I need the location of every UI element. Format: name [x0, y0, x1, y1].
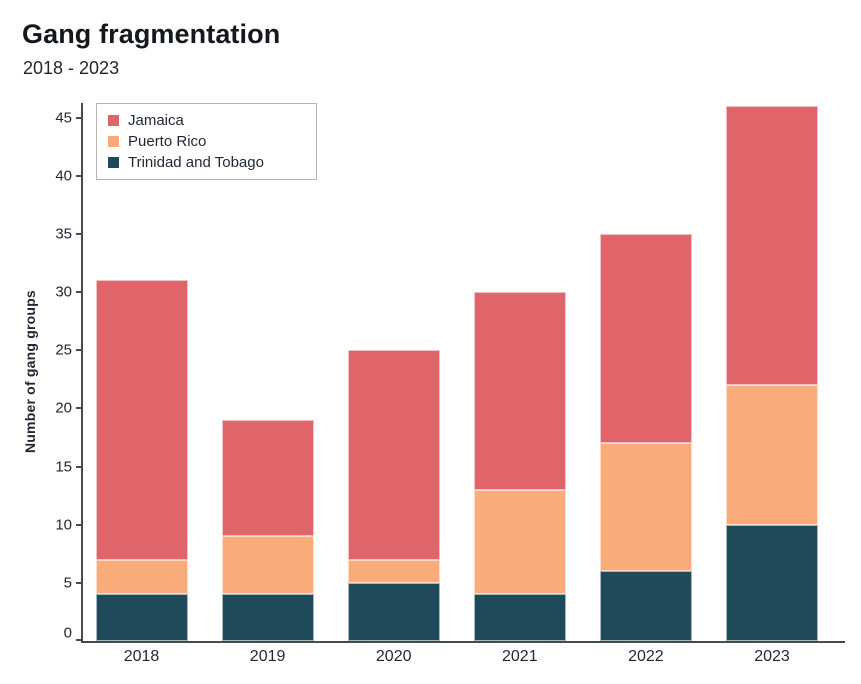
- bar-group-2018: [95, 103, 188, 641]
- bar-2019-jamaica: [221, 420, 314, 537]
- x-axis-label-2023: 2023: [754, 648, 790, 665]
- bar-2020-jamaica: [347, 350, 440, 560]
- x-axis-label-2022: 2022: [628, 648, 664, 665]
- legend-swatch-puerto-rico: [108, 136, 119, 147]
- x-axis-label-2020: 2020: [375, 648, 412, 665]
- y-tick-label-45: 45: [55, 109, 72, 127]
- y-tick-mark-0: [76, 639, 81, 641]
- y-tick-label-5: 5: [63, 574, 72, 592]
- bar-2023-puerto-rico: [726, 385, 818, 525]
- bar-2018-jamaica: [95, 280, 188, 560]
- bar-2023-jamaica: [726, 105, 818, 386]
- y-tick-mark-25: [76, 349, 81, 352]
- legend-swatch-trinidad-and-tobago: [108, 157, 119, 168]
- chart-title: Gang fragmentation: [22, 19, 281, 49]
- bar-2022-jamaica: [599, 233, 692, 444]
- y-tick-label-35: 35: [55, 225, 72, 243]
- bar-2018-trinidad-and-tobago: [95, 594, 188, 641]
- bar-2019-puerto-rico: [221, 536, 314, 595]
- bar-2018-puerto-rico: [95, 559, 188, 595]
- y-tick-mark-45: [76, 116, 81, 119]
- bar-2021-puerto-rico: [473, 489, 566, 595]
- legend-label-trinidad-and-tobago: Trinidad and Tobago: [128, 154, 264, 171]
- y-tick-label-40: 40: [55, 167, 72, 185]
- y-tick-label-10: 10: [55, 516, 72, 534]
- y-axis-title: Number of gang groups: [22, 290, 38, 454]
- y-tick-mark-30: [76, 291, 81, 294]
- chart-subtitle: 2018 - 2023: [23, 58, 120, 78]
- x-axis-line: [81, 641, 845, 643]
- y-tick-mark-10: [76, 523, 81, 526]
- legend-swatch-jamaica: [108, 115, 119, 126]
- y-tick-mark-35: [76, 232, 81, 235]
- y-tick-label-15: 15: [55, 458, 72, 475]
- y-tick-mark-5: [76, 581, 81, 584]
- bar-2021-jamaica: [473, 292, 566, 490]
- bar-group-2019: [221, 103, 314, 641]
- bar-group-2020: [347, 103, 440, 641]
- legend-item-jamaica: Jamaica: [108, 111, 306, 130]
- legend-item-puerto-rico: Puerto Rico: [108, 132, 306, 151]
- y-tick-label-0: 0: [63, 624, 72, 642]
- x-axis-label-2019: 2019: [249, 648, 286, 665]
- bar-2021-trinidad-and-tobago: [473, 594, 566, 641]
- legend-item-trinidad-and-tobago: Trinidad and Tobago: [108, 153, 306, 172]
- legend: Jamaica Puerto Rico Trinidad and Tobago: [96, 103, 317, 180]
- bar-2020-trinidad-and-tobago: [347, 582, 440, 641]
- y-tick-mark-20: [76, 407, 81, 410]
- bar-2020-puerto-rico: [347, 559, 440, 583]
- y-tick-label-20: 20: [55, 399, 72, 417]
- bar-2022-trinidad-and-tobago: [599, 571, 692, 641]
- bar-group-2021: [473, 103, 566, 641]
- y-tick-mark-15: [76, 465, 81, 468]
- y-tick-label-30: 30: [55, 283, 72, 301]
- bar-2023-trinidad-and-tobago: [726, 524, 818, 641]
- bar-group-2022: [599, 103, 692, 641]
- plot-area: Number of gang groups 0 5 10 15 20 25 30 35 40 45…: [22, 103, 845, 665]
- legend-label-puerto-rico: Puerto Rico: [128, 133, 207, 150]
- y-axis-line: [81, 103, 83, 643]
- x-axis-label-2021: 2021: [502, 648, 538, 665]
- y-tick-mark-40: [76, 174, 81, 177]
- bar-2019-trinidad-and-tobago: [221, 594, 314, 641]
- y-tick-label-25: 25: [55, 341, 72, 359]
- bar-group-2023: [726, 103, 818, 641]
- bar-2022-puerto-rico: [599, 443, 692, 572]
- x-axis-label-2018: 2018: [123, 648, 160, 665]
- legend-label-jamaica: Jamaica: [128, 112, 184, 129]
